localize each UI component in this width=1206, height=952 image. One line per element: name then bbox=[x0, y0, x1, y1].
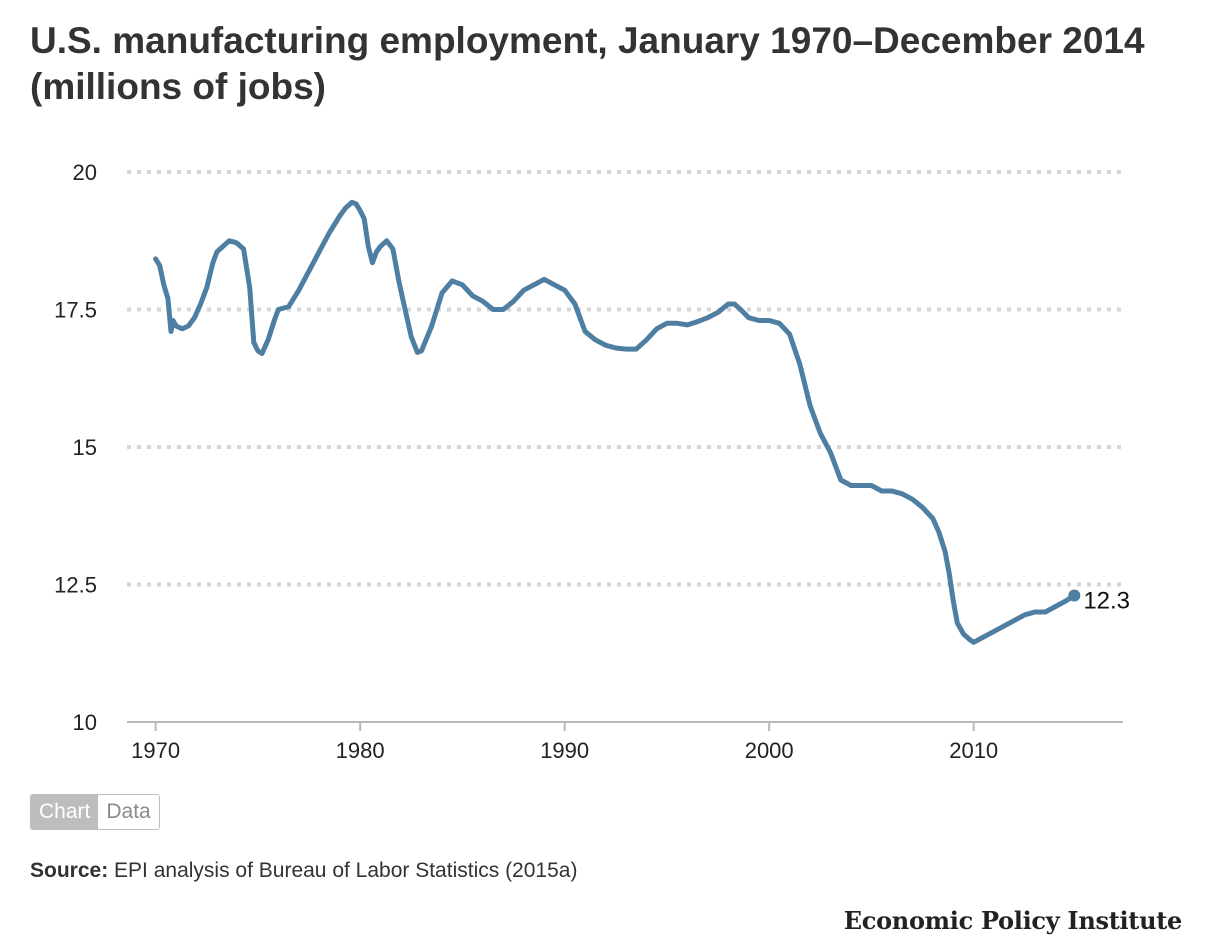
y-tick-label: 20 bbox=[73, 160, 97, 185]
end-value-label: 12.3 bbox=[1083, 588, 1130, 615]
y-tick-label: 12.5 bbox=[54, 573, 97, 598]
view-toggle[interactable]: Chart Data bbox=[30, 794, 160, 830]
chart-tab[interactable]: Chart bbox=[31, 795, 99, 829]
series-line bbox=[153, 199, 1077, 645]
data-tab[interactable]: Data bbox=[98, 795, 159, 829]
x-tick-label: 1980 bbox=[336, 738, 385, 763]
y-tick-label: 10 bbox=[73, 710, 97, 735]
x-tick-label: 2010 bbox=[949, 738, 998, 763]
source-label: Source: bbox=[30, 859, 109, 882]
chart-title: U.S. manufacturing employment, January 1… bbox=[30, 20, 1145, 107]
line-chart: 10 12.5 15 17.5 20 1970 1980 1990 2000 2010 12.3 bbox=[54, 160, 1130, 763]
y-tick-label: 15 bbox=[73, 435, 97, 460]
brand-logo: Economic Policy Institute bbox=[843, 906, 1183, 935]
source-text: EPI analysis of Bureau of Labor Statisti… bbox=[114, 859, 578, 882]
y-tick-label: 17.5 bbox=[54, 298, 97, 323]
x-tick-label: 1970 bbox=[131, 738, 180, 763]
x-tick-label: 1990 bbox=[540, 738, 589, 763]
end-point-marker bbox=[1068, 589, 1081, 602]
source-note: Source: EPI analysis of Bureau of Labor … bbox=[30, 859, 577, 883]
x-tick-label: 2000 bbox=[745, 738, 794, 763]
